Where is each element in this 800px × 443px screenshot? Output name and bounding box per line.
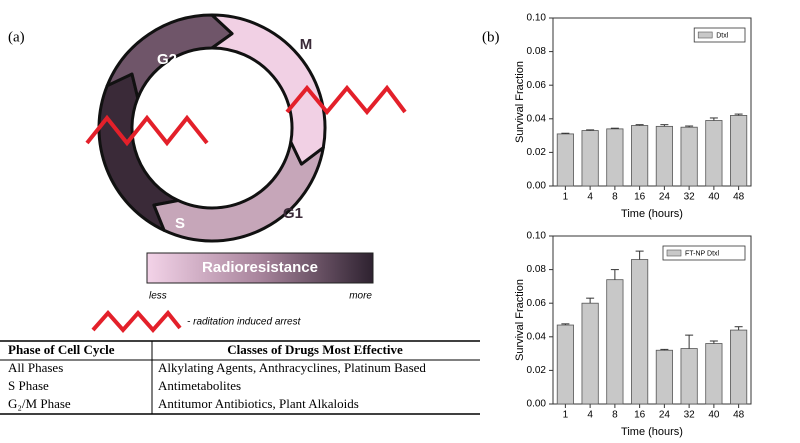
arrest-zigzag <box>85 114 209 147</box>
x-tick-label: 48 <box>733 192 745 203</box>
legend-label: FT-NP Dtxl <box>685 250 720 257</box>
x-tick-label: 40 <box>708 410 720 421</box>
error-bar <box>709 340 718 344</box>
legend-box <box>662 245 746 261</box>
legend-swatch <box>666 249 682 257</box>
phase-label: G1 <box>283 205 303 222</box>
radioresistance-bar <box>146 252 374 284</box>
panel-label: (a) <box>8 29 25 45</box>
error-bar <box>660 348 669 351</box>
drug-table: Phase of Cell Cycle Classes of Drugs Mos… <box>0 340 480 415</box>
error-bar <box>586 129 595 131</box>
plot-frame <box>552 235 752 405</box>
ring-segment <box>210 13 327 166</box>
y-tick-label: 0.06 <box>527 298 547 309</box>
error-bar <box>734 326 743 331</box>
table-cell: Antitumor Antibiotics, Plant Alkaloids <box>158 396 359 411</box>
error-bar <box>586 297 595 304</box>
bar <box>581 302 599 405</box>
error-bar <box>685 125 694 128</box>
error-bar <box>561 132 570 134</box>
y-tick-label: 0.10 <box>527 231 547 242</box>
bar <box>705 120 723 187</box>
ring-segment <box>152 140 325 243</box>
bar <box>730 329 748 405</box>
x-tick-label: 1 <box>563 192 569 203</box>
x-tick-label: 32 <box>684 192 696 203</box>
phase-label: M <box>300 36 313 53</box>
plot-frame <box>552 17 752 187</box>
x-tick-label: 24 <box>659 410 671 421</box>
y-tick-label: 0.02 <box>527 147 547 158</box>
y-tick-label: 0.04 <box>527 331 547 342</box>
table-cell: S Phase <box>8 378 49 393</box>
legend-box <box>693 27 746 43</box>
table-header: Phase of Cell Cycle <box>8 342 115 357</box>
bar <box>730 115 748 187</box>
error-bar <box>685 334 694 349</box>
x-tick-label: 4 <box>587 192 593 203</box>
y-tick-label: 0.04 <box>527 113 547 124</box>
x-tick-label: 8 <box>612 192 618 203</box>
bar <box>680 348 698 405</box>
x-axis-title: Time (hours) <box>621 426 683 438</box>
x-tick-label: 16 <box>634 410 646 421</box>
bar <box>556 324 574 405</box>
x-axis-title: Time (hours) <box>621 208 683 220</box>
y-tick-label: 0.00 <box>527 181 547 192</box>
bar <box>581 130 599 187</box>
legend-zigzag <box>91 309 182 334</box>
bar <box>655 349 673 405</box>
error-bar <box>635 250 644 260</box>
x-tick-label: 8 <box>612 410 618 421</box>
x-tick-label: 24 <box>659 192 671 203</box>
error-bar <box>610 127 619 129</box>
table-cell: Antimetabolites <box>158 378 241 393</box>
y-tick-label: 0.02 <box>527 365 547 376</box>
bar <box>631 259 649 405</box>
error-bar <box>610 269 619 280</box>
legend-swatch <box>697 31 713 39</box>
table-cell: G₂/M Phase <box>8 396 71 411</box>
y-tick-label: 0.10 <box>527 13 547 24</box>
error-bar <box>660 124 669 127</box>
x-tick-label: 40 <box>708 192 720 203</box>
table-cell: All Phases <box>8 360 63 375</box>
x-tick-label: 4 <box>587 410 593 421</box>
y-axis-title: Survival Fraction <box>514 61 526 143</box>
cell-cycle-ring <box>97 13 327 243</box>
phase-label: G2 <box>157 51 177 68</box>
error-bar <box>635 124 644 126</box>
arrest-zigzag <box>285 84 407 116</box>
bar <box>705 343 723 405</box>
bar <box>631 125 649 187</box>
error-bar <box>709 117 718 121</box>
bar <box>655 125 673 187</box>
table-cell: Alkylating Agents, Anthracyclines, Plati… <box>158 360 426 375</box>
x-tick-label: 32 <box>684 410 696 421</box>
bar <box>556 133 574 187</box>
bar-label: Radioresistance <box>202 259 318 276</box>
x-tick-label: 16 <box>634 192 646 203</box>
more-label: more <box>349 291 372 302</box>
legend-label: Dtxl <box>716 32 729 39</box>
bar <box>680 126 698 187</box>
legend-text: - raditation induced arrest <box>187 317 302 328</box>
table-header: Classes of Drugs Most Effective <box>227 342 403 357</box>
x-tick-label: 48 <box>733 410 745 421</box>
bar <box>606 128 624 187</box>
less-label: less <box>149 291 167 302</box>
y-axis-title: Survival Fraction <box>514 279 526 361</box>
error-bar <box>734 113 743 116</box>
y-tick-label: 0.00 <box>527 399 547 410</box>
phase-label: S <box>175 215 185 232</box>
bar <box>606 279 624 405</box>
y-tick-label: 0.08 <box>527 264 547 275</box>
error-bar <box>561 323 570 326</box>
panel-label: (b) <box>482 29 500 45</box>
y-tick-label: 0.08 <box>527 46 547 57</box>
x-tick-label: 1 <box>563 410 569 421</box>
y-tick-label: 0.06 <box>527 80 547 91</box>
